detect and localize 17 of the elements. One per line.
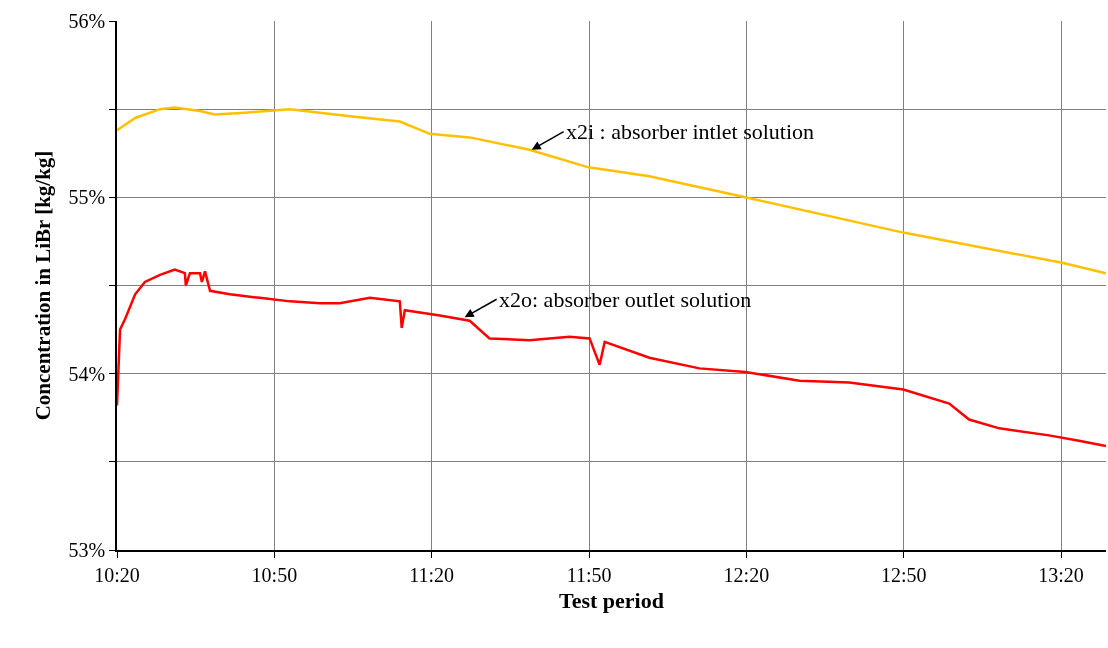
y-tick-label: 56%: [68, 10, 106, 32]
x-tick-label: 12:20: [723, 563, 770, 586]
annotation: x2i : absorber intlet solution: [566, 119, 815, 144]
x-tick-label: 12:50: [880, 563, 927, 586]
x-tick-label: 10:50: [251, 563, 298, 586]
x-axis-title: Test period: [559, 588, 664, 614]
y-tick-label: 53%: [68, 539, 106, 561]
y-axis-title: Concentration in LiBr [kg/kg]: [31, 150, 56, 421]
annotation: x2o: absorber outlet solution: [499, 287, 752, 312]
line-series: [117, 268, 1106, 448]
x-tick-label: 10:20: [94, 563, 140, 586]
y-tick-label: 54%: [68, 362, 106, 385]
x-tick-label: 11:20: [409, 563, 455, 586]
x-tick-label: 11:50: [566, 563, 612, 586]
line-series: [117, 106, 1106, 275]
y-tick-label: 55%: [68, 186, 106, 209]
x-tick-label: 13:20: [1038, 563, 1084, 586]
